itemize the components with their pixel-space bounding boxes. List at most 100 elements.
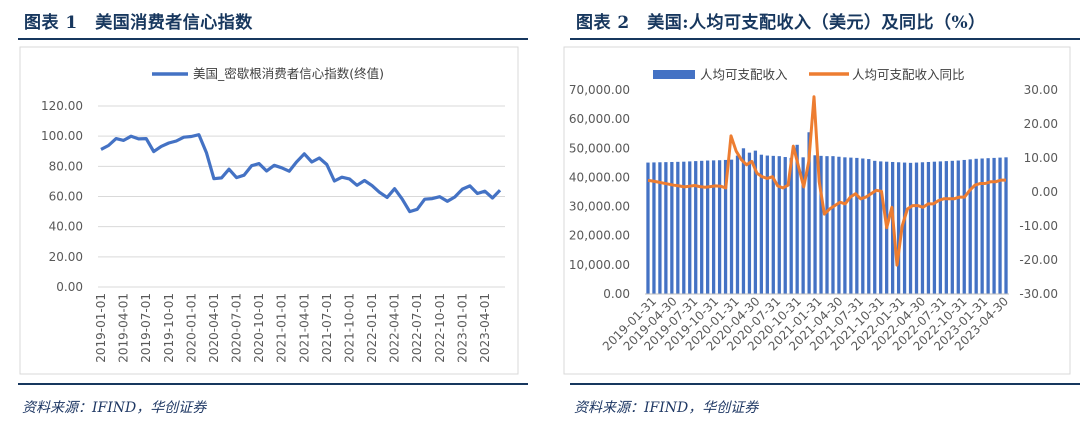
right-figure-panel: 图表 2 美国:人均可支配收入（美元）及同比（%） 0.00 10,000.00 2… (552, 0, 1080, 430)
income-bar (783, 157, 787, 294)
income-bar (920, 162, 925, 294)
income-bar (706, 160, 710, 294)
income-bar (801, 157, 805, 294)
y-left-tick-label: 0.00 (603, 287, 630, 301)
income-bar (950, 160, 954, 294)
income-bar (735, 155, 740, 294)
income-bar (753, 150, 758, 294)
income-bar (944, 161, 948, 294)
income-bar (676, 161, 680, 294)
y-right-tick-label: 10.00 (1024, 151, 1058, 165)
income-bar (670, 161, 674, 294)
y-left-tick-label: 60,000.00 (569, 112, 630, 126)
income-bar (700, 160, 704, 294)
left-source-note: 资料来源：IFIND，华创证券 (22, 400, 207, 416)
income-bar (694, 161, 698, 294)
x-tick-label: 2019-01-01 (94, 293, 108, 363)
income-bar (658, 162, 662, 294)
left-figure-title: 图表 1 美国消费者信心指数 (24, 13, 253, 33)
income-bar (962, 159, 966, 294)
y-right-tick-label: 0.00 (1031, 185, 1058, 199)
income-bar (926, 161, 931, 294)
income-bar (843, 157, 847, 294)
y-right-tick-label: 30.00 (1024, 83, 1058, 97)
x-tick-label: 2021-10-01 (342, 293, 356, 363)
income-bar (741, 148, 746, 294)
income-bar (849, 157, 853, 294)
income-bar (1004, 157, 1008, 294)
income-bar (980, 158, 984, 294)
income-bar (765, 155, 769, 294)
income-bar (819, 155, 823, 294)
y-left-tick-label: 10,000.00 (569, 258, 630, 272)
disposable-income-chart: 0.00 10,000.00 20,000.00 30,000.00 40,000.00… (563, 46, 1071, 375)
income-bar (652, 162, 656, 294)
y-tick-label: 0.00 (56, 280, 83, 294)
income-bar (938, 161, 943, 294)
x-tick-label: 2021-01-01 (275, 293, 289, 363)
y-right-tick-label: -20.00 (1019, 253, 1058, 267)
y-left-tick-label: 30,000.00 (569, 200, 630, 214)
income-bar (992, 157, 996, 294)
income-bar (747, 152, 752, 294)
right-title-rule (570, 38, 1080, 40)
income-bar (879, 161, 883, 294)
y-right-tick-label: 20.00 (1024, 117, 1058, 131)
income-bar (902, 162, 907, 294)
x-tick-label: 2022-07-01 (410, 293, 424, 363)
y-tick-label: 80.00 (49, 159, 83, 173)
income-bar (914, 162, 919, 294)
y-tick-label: 40.00 (49, 220, 83, 234)
income-bar (831, 156, 835, 294)
x-tick-label: 2022-01-01 (365, 293, 379, 363)
right-source-note: 资料来源：IFIND，华创证券 (574, 400, 759, 416)
legend-bar-swatch (653, 70, 695, 79)
y-right-tick-label: -10.00 (1019, 219, 1058, 233)
y-tick-label: 120.00 (41, 99, 83, 113)
income-bar (908, 162, 913, 294)
income-bar (682, 161, 686, 294)
y-left-tick-label: 70,000.00 (569, 83, 630, 97)
x-tick-label: 2022-10-01 (433, 293, 447, 363)
income-bar (664, 162, 668, 294)
x-tick-label: 2020-07-01 (230, 293, 244, 363)
income-bar (646, 162, 650, 294)
left-bottom-rule (18, 383, 528, 385)
right-bottom-rule (570, 383, 1080, 385)
x-tick-label: 2020-01-01 (184, 293, 198, 363)
left-figure-panel: 图表 1 美国消费者信心指数 0.00 20.00 40.00 60.00 80.00 1… (0, 0, 528, 430)
y-right-tick-label: -30.00 (1019, 287, 1058, 301)
income-bar (896, 162, 901, 294)
right-figure-title: 图表 2 美国:人均可支配收入（美元）及同比（%） (576, 13, 986, 33)
y-left-tick-label: 20,000.00 (569, 229, 630, 243)
x-tick-label: 2019-04-01 (117, 293, 131, 363)
x-tick-label: 2023-01-01 (455, 293, 469, 363)
income-bar (998, 157, 1002, 294)
sentiment-series-line (100, 133, 502, 214)
income-bar (688, 161, 692, 294)
income-bar (873, 160, 877, 294)
x-tick-label: 2023-04-01 (478, 293, 492, 363)
income-bar (825, 156, 829, 294)
x-tick-label: 2019-10-01 (162, 293, 176, 363)
income-bar (932, 161, 937, 294)
left-title-rule (18, 38, 528, 40)
x-tick-label: 2019-07-01 (139, 293, 153, 363)
income-bar (968, 159, 972, 294)
legend-line-label: 人均可支配收入同比 (852, 67, 965, 82)
income-bar (789, 157, 793, 294)
income-bar (861, 158, 865, 294)
income-bar (759, 154, 763, 294)
income-yoy-line (647, 95, 1006, 267)
income-bar (729, 159, 734, 294)
income-bar (986, 158, 990, 294)
x-tick-label: 2020-04-01 (207, 293, 221, 363)
income-bar (771, 155, 775, 294)
legend-label: 美国_密歇根消费者信心指数(终值) (193, 66, 384, 81)
income-bar (795, 144, 799, 294)
legend-bar-label: 人均可支配收入 (700, 67, 788, 82)
x-tick-label: 2021-04-01 (297, 293, 311, 363)
chart-frame (19, 46, 519, 375)
income-bar (867, 159, 871, 294)
consumer-sentiment-chart: 0.00 20.00 40.00 60.00 80.00 100.00 120.00 2019… (19, 46, 519, 375)
